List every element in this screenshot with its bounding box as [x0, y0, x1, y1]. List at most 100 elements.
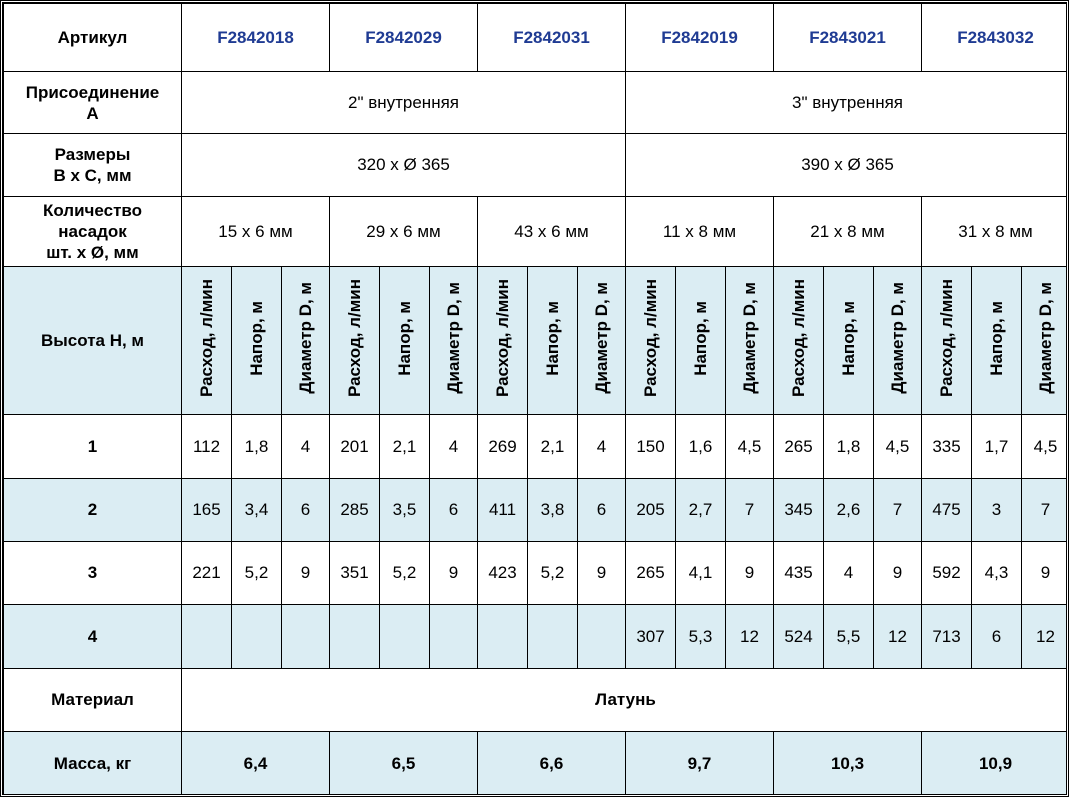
mass-value: 6,6	[477, 731, 626, 794]
sub-header-text: Диаметр D, м	[591, 282, 611, 394]
data-cell: 7	[1021, 478, 1066, 542]
data-cell	[379, 604, 430, 669]
data-cell: 7	[873, 478, 922, 542]
data-cell: 2,7	[675, 478, 726, 542]
data-cell	[429, 604, 478, 669]
sub-header: Расход, л/мин	[773, 266, 824, 415]
article-code: F2843021	[773, 3, 922, 72]
sub-header: Расход, л/мин	[625, 266, 676, 415]
sub-header-text: Напор, м	[394, 300, 414, 376]
sub-header-text: Расход, л/мин	[492, 278, 512, 398]
sub-header: Диаметр D, м	[1021, 266, 1066, 415]
nozzles-row: Количество насадок шт. x Ø, мм 15 x 6 мм 29 …	[3, 196, 1066, 267]
data-cell: 5,5	[823, 604, 874, 669]
mass-value: 9,7	[625, 731, 774, 794]
data-cell: 2,6	[823, 478, 874, 542]
data-cell: 269	[477, 414, 528, 479]
data-cell: 5,2	[527, 541, 578, 605]
data-cell	[181, 604, 232, 669]
data-cell: 4,5	[725, 414, 774, 479]
data-cell: 165	[181, 478, 232, 542]
data-cell: 201	[329, 414, 380, 479]
sub-header: Расход, л/мин	[921, 266, 972, 415]
data-cell: 4,5	[1021, 414, 1066, 479]
data-cell	[477, 604, 528, 669]
data-cell: 3,8	[527, 478, 578, 542]
data-cell: 592	[921, 541, 972, 605]
data-cell: 12	[725, 604, 774, 669]
data-cell: 4	[823, 541, 874, 605]
nozzles-value: 15 x 6 мм	[181, 196, 330, 267]
data-cell: 475	[921, 478, 972, 542]
sub-header: Напор, м	[971, 266, 1022, 415]
data-row: 2 165 3,4 6 285 3,5 6 411 3,8 6 205 2,7 7 345 2,6 7 475 3…	[3, 478, 1066, 542]
data-cell: 2,1	[379, 414, 430, 479]
data-cell: 3	[971, 478, 1022, 542]
mass-value: 10,9	[921, 731, 1066, 794]
mass-row: Масса, кг 6,4 6,5 6,6 9,7 10,3 10,9	[3, 731, 1066, 794]
nozzles-value: 11 x 8 мм	[625, 196, 774, 267]
data-cell: 265	[625, 541, 676, 605]
height-value: 3	[3, 541, 182, 605]
mass-value: 6,4	[181, 731, 330, 794]
nozzles-value: 31 x 8 мм	[921, 196, 1066, 267]
data-cell: 3,5	[379, 478, 430, 542]
data-cell: 4,5	[873, 414, 922, 479]
sub-header-text: Расход, л/мин	[344, 278, 364, 398]
data-cell: 150	[625, 414, 676, 479]
sub-header-text: Диаметр D, м	[295, 282, 315, 394]
dimensions-row: Размеры B x C, мм 320 x Ø 365 390 x Ø 365	[3, 133, 1066, 197]
height-value: 4	[3, 604, 182, 669]
data-cell: 5,3	[675, 604, 726, 669]
sub-header: Диаметр D, м	[281, 266, 330, 415]
dimensions-value: 390 x Ø 365	[625, 133, 1066, 197]
dimensions-value: 320 x Ø 365	[181, 133, 626, 197]
article-code: F2843032	[921, 3, 1066, 72]
nozzles-label: Количество насадок шт. x Ø, мм	[3, 196, 182, 267]
data-cell: 1,8	[823, 414, 874, 479]
data-cell: 9	[873, 541, 922, 605]
data-cell: 307	[625, 604, 676, 669]
sub-header: Диаметр D, м	[429, 266, 478, 415]
header-label: Артикул	[3, 3, 182, 72]
data-cell: 1,8	[231, 414, 282, 479]
material-row: Материал Латунь	[3, 668, 1066, 732]
sub-header-text: Расход, л/мин	[640, 278, 660, 398]
article-code: F2842031	[477, 3, 626, 72]
data-cell: 6	[429, 478, 478, 542]
data-cell	[527, 604, 578, 669]
data-cell	[281, 604, 330, 669]
sub-header-text: Диаметр D, м	[443, 282, 463, 394]
data-cell: 285	[329, 478, 380, 542]
data-cell	[577, 604, 626, 669]
height-label: Высота H, м	[3, 266, 182, 415]
data-cell: 4	[429, 414, 478, 479]
sub-header-text: Диаметр D, м	[739, 282, 759, 394]
data-cell: 4,1	[675, 541, 726, 605]
height-value: 1	[3, 414, 182, 479]
data-cell: 423	[477, 541, 528, 605]
data-cell: 2,1	[527, 414, 578, 479]
sub-header: Напор, м	[823, 266, 874, 415]
sub-header: Диаметр D, м	[577, 266, 626, 415]
dimensions-label: Размеры B x C, мм	[3, 133, 182, 197]
data-cell: 524	[773, 604, 824, 669]
data-cell: 435	[773, 541, 824, 605]
specs-table: Артикул F2842018 F2842029 F2842031 F2842019 F…	[3, 3, 1066, 794]
data-cell: 1,6	[675, 414, 726, 479]
sub-header: Диаметр D, м	[725, 266, 774, 415]
data-cell: 9	[281, 541, 330, 605]
article-code: F2842019	[625, 3, 774, 72]
mass-value: 10,3	[773, 731, 922, 794]
sub-header-text: Напор, м	[542, 300, 562, 376]
data-cell: 9	[429, 541, 478, 605]
data-cell: 112	[181, 414, 232, 479]
data-cell: 205	[625, 478, 676, 542]
data-cell: 265	[773, 414, 824, 479]
sub-header-text: Расход, л/мин	[936, 278, 956, 398]
article-code: F2842029	[329, 3, 478, 72]
nozzles-value: 29 x 6 мм	[329, 196, 478, 267]
material-label: Материал	[3, 668, 182, 732]
data-cell: 6	[281, 478, 330, 542]
data-cell: 411	[477, 478, 528, 542]
